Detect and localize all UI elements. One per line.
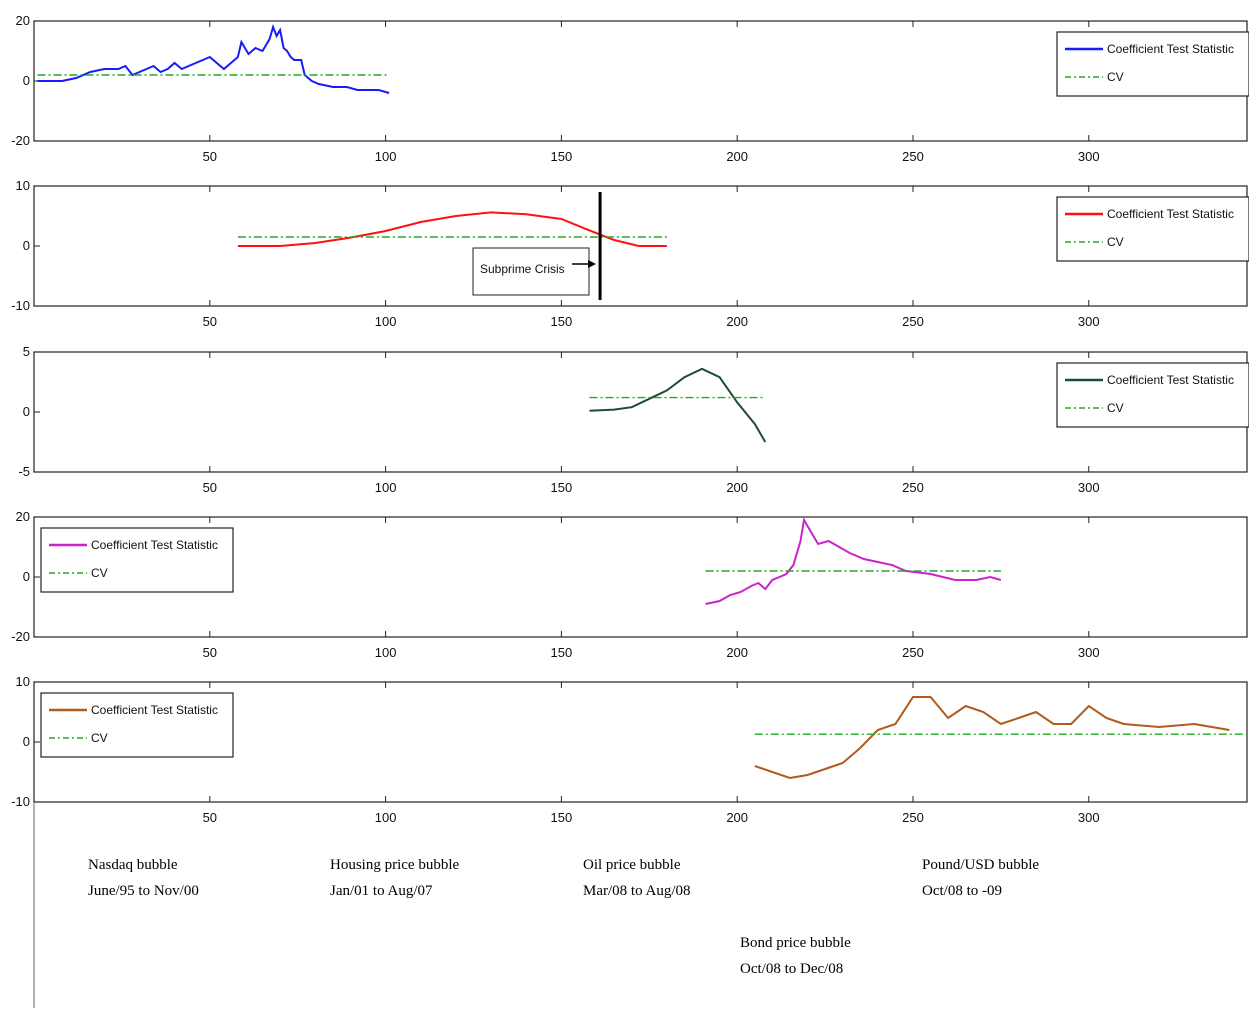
panel-oil: 50 100 150 200 250 300 -5 0 5 Coefficient Test St…: [18, 344, 1249, 495]
x-tick-label-bond-1: 100: [375, 645, 397, 660]
panel-housing: 50 100 150 200 250 300 -10 0 10 Subprime Crisis Co…: [11, 178, 1249, 329]
x-tick-label-housing-4: 250: [902, 314, 924, 329]
legend-label-stat-housing: Coefficient Test Statistic: [1107, 207, 1234, 221]
y-tick-label-oil-0: -5: [18, 464, 30, 479]
y-tick-label-nasdaq-0: -20: [11, 133, 30, 148]
legend-label-stat-bond: Coefficient Test Statistic: [91, 538, 218, 552]
x-tick-label-pound-0: 50: [203, 810, 217, 825]
annotation-subprime-crisis: Subprime Crisis: [480, 262, 565, 276]
x-tick-label-bond-2: 150: [551, 645, 573, 660]
y-tick-label-oil-1: 0: [23, 404, 30, 419]
annotation-pound-line2: Oct/08 to -09: [922, 883, 1002, 899]
x-tick-label-housing-2: 150: [551, 314, 573, 329]
panel-bond: 50 100 150 200 250 300 -20 0 20 Coefficient Test …: [11, 509, 1248, 660]
x-tick-label-oil-3: 200: [726, 480, 748, 495]
annotation-pound: Pound/USD bubble Oct/08 to -09: [922, 852, 1039, 904]
series-line-nasdaq: [37, 23, 390, 94]
panel-nasdaq: 50 100 150 200 250 300 -20 0 20 Coefficient Test …: [11, 13, 1249, 164]
y-tick-label-nasdaq-1: 0: [23, 73, 30, 88]
annotation-housing: Housing price bubble Jan/01 to Aug/07: [330, 852, 459, 904]
legend-label-cv-pound: CV: [91, 731, 108, 745]
x-tick-label-nasdaq-5: 300: [1078, 149, 1100, 164]
x-tick-label-housing-5: 300: [1078, 314, 1100, 329]
legend-box-housing: [1056, 196, 1249, 262]
legend-label-stat-pound: Coefficient Test Statistic: [91, 703, 218, 717]
x-tick-label-pound-1: 100: [375, 810, 397, 825]
legend-label-stat-nasdaq: Coefficient Test Statistic: [1107, 42, 1234, 56]
annotation-box: [472, 247, 590, 296]
x-tick-label-bond-5: 300: [1078, 645, 1100, 660]
legend-box-pound: [40, 692, 234, 758]
legend-box-oil: [1056, 362, 1249, 428]
x-tick-label-nasdaq-3: 200: [726, 149, 748, 164]
legend-label-stat-oil: Coefficient Test Statistic: [1107, 373, 1234, 387]
x-tick-label-bond-3: 200: [726, 645, 748, 660]
x-tick-label-nasdaq-2: 150: [551, 149, 573, 164]
annotation-housing-line2: Jan/01 to Aug/07: [330, 883, 433, 899]
y-tick-label-pound-2: 10: [16, 674, 30, 689]
legend-box-nasdaq: [1056, 31, 1249, 97]
legend-box-bond: [40, 527, 234, 593]
annotation-housing-line1: Housing price bubble: [330, 857, 460, 873]
y-tick-label-oil-2: 5: [23, 344, 30, 359]
panel-pound: 50 100 150 200 250 300 -10 0 10 Coefficient Test …: [11, 674, 1248, 825]
legend-label-cv-bond: CV: [91, 566, 108, 580]
y-tick-label-bond-0: -20: [11, 629, 30, 644]
x-tick-label-bond-0: 50: [203, 645, 217, 660]
x-tick-label-housing-3: 200: [726, 314, 748, 329]
x-tick-label-pound-2: 150: [551, 810, 573, 825]
legend-label-cv-oil: CV: [1107, 401, 1124, 415]
annotation-bond-line2: Oct/08 to Dec/08: [740, 961, 844, 977]
x-tick-label-pound-4: 250: [902, 810, 924, 825]
annotation-oil-line2: Mar/08 to Aug/08: [583, 883, 691, 899]
annotation-oil-line1: Oil price bubble: [583, 857, 681, 873]
x-tick-label-pound-5: 300: [1078, 810, 1100, 825]
series-line-oil: [589, 367, 767, 443]
annotation-nasdaq: Nasdaq bubble June/95 to Nov/00: [88, 852, 199, 904]
y-tick-label-pound-0: -10: [11, 794, 30, 809]
annotation-bond: Bond price bubble Oct/08 to Dec/08: [740, 930, 851, 982]
x-tick-label-oil-4: 250: [902, 480, 924, 495]
plot-frame-oil: [33, 351, 1248, 473]
series-line-bond: [705, 517, 1002, 605]
y-tick-label-housing-2: 10: [16, 178, 30, 193]
y-tick-label-housing-0: -10: [11, 298, 30, 313]
x-tick-label-pound-3: 200: [726, 810, 748, 825]
x-tick-label-bond-4: 250: [902, 645, 924, 660]
annotation-pound-line1: Pound/USD bubble: [922, 857, 1040, 873]
x-tick-label-housing-1: 100: [375, 314, 397, 329]
plot-frame-pound: [33, 681, 1248, 803]
x-tick-label-housing-0: 50: [203, 314, 217, 329]
y-tick-label-nasdaq-2: 20: [16, 13, 30, 28]
y-tick-label-pound-1: 0: [23, 734, 30, 749]
plot-frame-nasdaq: [33, 20, 1248, 142]
x-tick-label-nasdaq-1: 100: [375, 149, 397, 164]
x-tick-label-oil-1: 100: [375, 480, 397, 495]
x-tick-label-nasdaq-0: 50: [203, 149, 217, 164]
annotation-arrowhead: [588, 260, 597, 268]
annotation-bond-line1: Bond price bubble: [740, 935, 851, 951]
series-line-housing: [237, 211, 667, 247]
legend-label-cv-nasdaq: CV: [1107, 70, 1124, 84]
x-tick-label-oil-2: 150: [551, 480, 573, 495]
y-tick-label-housing-1: 0: [23, 238, 30, 253]
plot-frame-bond: [33, 516, 1248, 638]
series-line-pound: [754, 696, 1230, 780]
legend-label-cv-housing: CV: [1107, 235, 1124, 249]
x-tick-label-nasdaq-4: 250: [902, 149, 924, 164]
x-tick-label-oil-5: 300: [1078, 480, 1100, 495]
y-tick-label-bond-1: 0: [23, 569, 30, 584]
annotation-oil: Oil price bubble Mar/08 to Aug/08: [583, 852, 691, 904]
x-tick-label-oil-0: 50: [203, 480, 217, 495]
y-tick-label-bond-2: 20: [16, 509, 30, 524]
annotation-nasdaq-line1: Nasdaq bubble: [88, 857, 178, 873]
annotation-nasdaq-line2: June/95 to Nov/00: [88, 883, 199, 899]
